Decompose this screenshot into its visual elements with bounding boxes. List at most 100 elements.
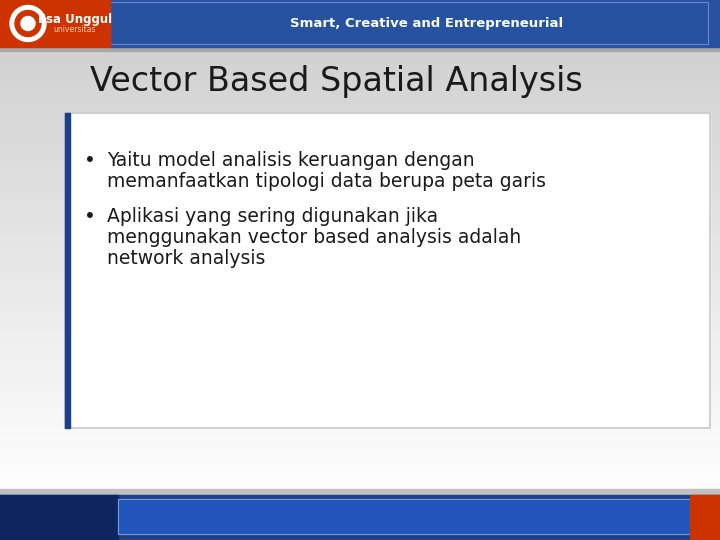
- Bar: [0, 200, 720, 206]
- Bar: [0, 427, 720, 433]
- Bar: [0, 86, 720, 93]
- Bar: [0, 120, 720, 127]
- Bar: [0, 341, 720, 348]
- Bar: [0, 273, 720, 280]
- Bar: [0, 432, 720, 438]
- Bar: [0, 398, 720, 405]
- Bar: [0, 466, 720, 472]
- Circle shape: [21, 17, 35, 30]
- Bar: [0, 438, 720, 444]
- Bar: [118, 499, 690, 534]
- Bar: [0, 409, 720, 416]
- Bar: [0, 194, 720, 201]
- Bar: [0, 126, 720, 133]
- Bar: [0, 183, 720, 190]
- Bar: [0, 240, 720, 246]
- Bar: [110, 2, 708, 44]
- Bar: [0, 489, 720, 495]
- Bar: [0, 188, 720, 195]
- Bar: [0, 251, 720, 258]
- Bar: [0, 296, 720, 303]
- Bar: [0, 256, 720, 263]
- Bar: [0, 58, 720, 65]
- Bar: [0, 0, 720, 47]
- Bar: [0, 353, 720, 360]
- Bar: [0, 109, 720, 116]
- Bar: [0, 228, 720, 235]
- Bar: [0, 154, 720, 161]
- Bar: [0, 471, 720, 478]
- Bar: [0, 149, 720, 156]
- Text: Yaitu model analisis keruangan dengan: Yaitu model analisis keruangan dengan: [107, 151, 474, 170]
- Bar: [0, 319, 720, 326]
- Bar: [0, 461, 720, 467]
- Bar: [0, 477, 720, 484]
- Bar: [0, 359, 720, 365]
- Text: Aplikasi yang sering digunakan jika: Aplikasi yang sering digunakan jika: [107, 207, 438, 226]
- Bar: [0, 166, 720, 173]
- Bar: [0, 279, 720, 286]
- Bar: [0, 160, 720, 167]
- Bar: [0, 245, 720, 252]
- Text: •: •: [84, 151, 96, 170]
- Bar: [0, 262, 720, 269]
- Bar: [0, 47, 720, 53]
- Bar: [0, 217, 720, 224]
- Bar: [0, 98, 720, 105]
- Bar: [0, 483, 720, 490]
- Bar: [0, 393, 720, 399]
- Bar: [65, 113, 70, 428]
- Bar: [0, 143, 720, 150]
- Bar: [0, 47, 720, 51]
- Bar: [0, 92, 720, 99]
- Bar: [0, 364, 720, 371]
- Bar: [0, 307, 720, 314]
- Bar: [0, 404, 720, 410]
- Bar: [0, 302, 720, 308]
- Bar: [0, 375, 720, 382]
- Bar: [0, 132, 720, 139]
- Bar: [0, 336, 720, 342]
- Bar: [0, 443, 720, 450]
- Bar: [0, 291, 720, 297]
- Text: Esa Unggul: Esa Unggul: [38, 13, 112, 26]
- Bar: [0, 325, 720, 331]
- Bar: [0, 206, 720, 212]
- Bar: [0, 381, 720, 388]
- Bar: [0, 313, 720, 320]
- Bar: [0, 387, 720, 394]
- Bar: [0, 495, 118, 540]
- Circle shape: [10, 5, 46, 42]
- Bar: [0, 268, 720, 274]
- Bar: [0, 347, 720, 354]
- Text: memanfaatkan tipologi data berupa peta garis: memanfaatkan tipologi data berupa peta g…: [107, 172, 546, 191]
- Bar: [0, 177, 720, 184]
- Bar: [0, 222, 720, 229]
- Bar: [0, 285, 720, 292]
- Bar: [0, 0, 110, 47]
- Bar: [0, 449, 720, 456]
- Bar: [0, 115, 720, 122]
- Bar: [0, 455, 720, 461]
- Bar: [0, 211, 720, 218]
- Bar: [0, 489, 720, 495]
- Bar: [0, 330, 720, 337]
- Bar: [118, 499, 690, 534]
- Bar: [0, 234, 720, 240]
- Bar: [0, 138, 720, 144]
- Bar: [0, 53, 720, 59]
- Text: Smart, Creative and Entrepreneurial: Smart, Creative and Entrepreneurial: [290, 17, 563, 30]
- Bar: [65, 113, 710, 428]
- Bar: [65, 113, 710, 428]
- Bar: [110, 0, 720, 47]
- Bar: [0, 81, 720, 87]
- Bar: [0, 494, 720, 501]
- Text: universitas: universitas: [54, 25, 96, 34]
- Bar: [0, 70, 720, 76]
- Bar: [0, 75, 720, 82]
- Bar: [690, 495, 720, 540]
- Text: network analysis: network analysis: [107, 249, 266, 268]
- Bar: [0, 64, 720, 71]
- Bar: [0, 370, 720, 376]
- Circle shape: [15, 10, 41, 37]
